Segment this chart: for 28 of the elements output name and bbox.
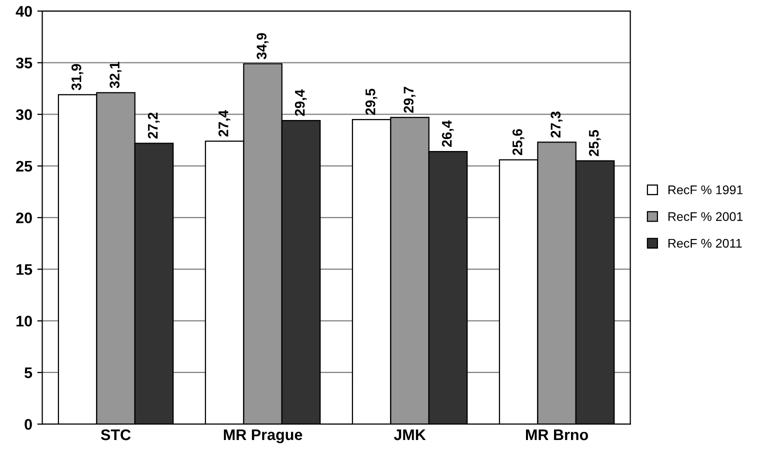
y-tick-label: 5: [24, 368, 32, 378]
data-label: 27,4: [218, 110, 230, 137]
x-tick-label: MR Prague: [224, 429, 302, 444]
legend-label: RecF % 2011: [668, 238, 742, 248]
legend-label: RecF % 2001: [668, 212, 743, 221]
data-label: 34,9: [256, 33, 269, 60]
y-tick-label: 10: [16, 316, 32, 327]
data-label: 29,7: [404, 86, 416, 113]
data-label: 25,5: [588, 130, 601, 156]
data-label: 27,2: [148, 112, 160, 139]
legend-label: RecF % 1991: [668, 185, 743, 194]
data-label: 27,3: [550, 112, 563, 138]
y-tick-label: 30: [16, 109, 32, 120]
data-label: 32,1: [110, 62, 122, 88]
data-label: 26,4: [442, 120, 454, 147]
y-tick-label: 25: [16, 160, 32, 172]
y-tick-label: 40: [16, 6, 32, 17]
y-tick-label: 20: [16, 212, 32, 224]
data-label: 25,6: [512, 129, 524, 156]
x-tick-label: STC: [100, 429, 131, 440]
y-tick-label: 35: [16, 58, 32, 68]
y-tick-label: 15: [16, 264, 32, 275]
data-label: 31,9: [71, 64, 84, 90]
data-label: 29,4: [294, 89, 307, 116]
y-tick-label: 0: [24, 418, 32, 430]
data-label: 29,5: [365, 88, 378, 115]
x-tick-label: MR Brno: [526, 430, 588, 440]
x-tick-label: JMK: [394, 430, 426, 440]
